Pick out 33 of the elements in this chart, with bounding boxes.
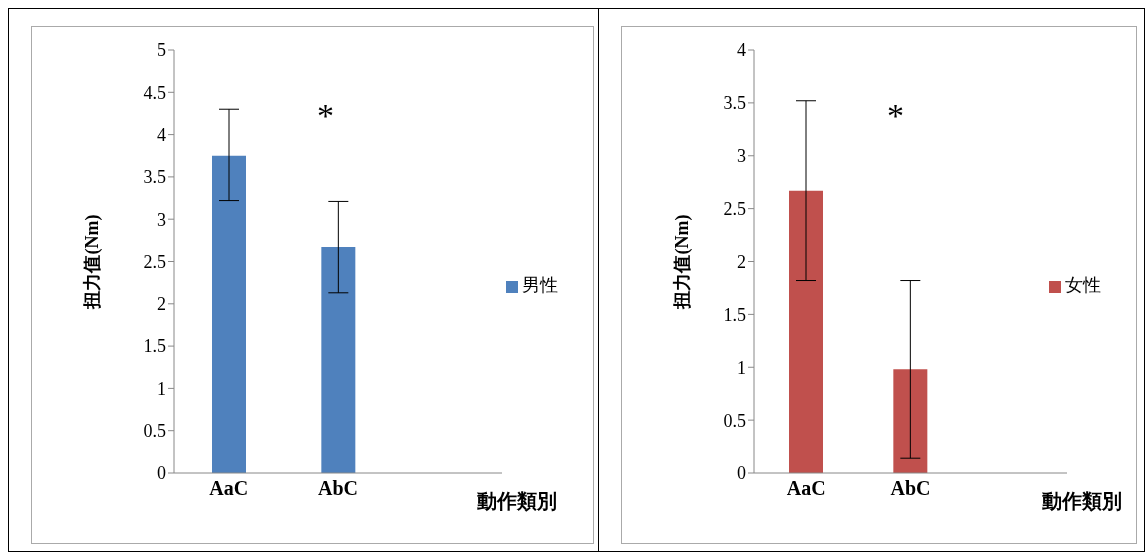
annotation: *	[887, 97, 904, 135]
y-tick-label: 3.5	[143, 167, 166, 188]
legend-label: 女性	[1065, 275, 1101, 295]
y-tick-label: 0	[737, 463, 746, 484]
x-tick-label: AaC	[786, 477, 826, 500]
y-tick-label: 2	[737, 251, 746, 272]
y-tick-label: 1	[737, 357, 746, 378]
y-tick-label: 4	[157, 124, 166, 145]
y-axis-title: 扭力值(Nm)	[82, 214, 104, 310]
y-tick-label: 4.5	[143, 82, 166, 103]
y-tick-label: 2	[157, 294, 166, 315]
annotation: *	[317, 97, 334, 135]
y-tick-label: 0.5	[723, 410, 746, 431]
table-frame: 男性 AaC AbC 0 0.5 1 1.5 2 2.5 3 3.5 4 4.5 5 扭力值(Nm) 動作類別 * 女性 AaC AbC 0 0.5 1 1.5 2 2.5 3 3.5 4 扭力值(Nm) 動作類別 *	[8, 8, 1145, 552]
y-tick-label: 4	[737, 40, 746, 61]
y-axis-title: 扭力值(Nm)	[672, 214, 694, 310]
y-tick-label: 0	[157, 463, 166, 484]
x-axis-title: 動作類別	[477, 489, 557, 514]
x-tick-label: AbC	[317, 477, 359, 500]
y-tick-label: 3	[157, 209, 166, 230]
y-tick-label: 2.5	[723, 199, 746, 220]
y-tick-label: 1	[157, 378, 166, 399]
y-tick-label: 3.5	[723, 93, 746, 114]
x-axis-title: 動作類別	[1042, 489, 1122, 514]
x-tick-label: AbC	[890, 477, 931, 500]
y-tick-label: 0.5	[143, 421, 166, 442]
y-tick-label: 2.5	[143, 251, 166, 272]
y-tick-label: 1.5	[723, 304, 746, 325]
y-tick-label: 5	[157, 40, 166, 61]
y-tick-label: 1.5	[143, 336, 166, 357]
x-tick-label: AaC	[209, 477, 249, 500]
legend-label: 男性	[522, 275, 558, 295]
y-tick-label: 3	[737, 146, 746, 167]
